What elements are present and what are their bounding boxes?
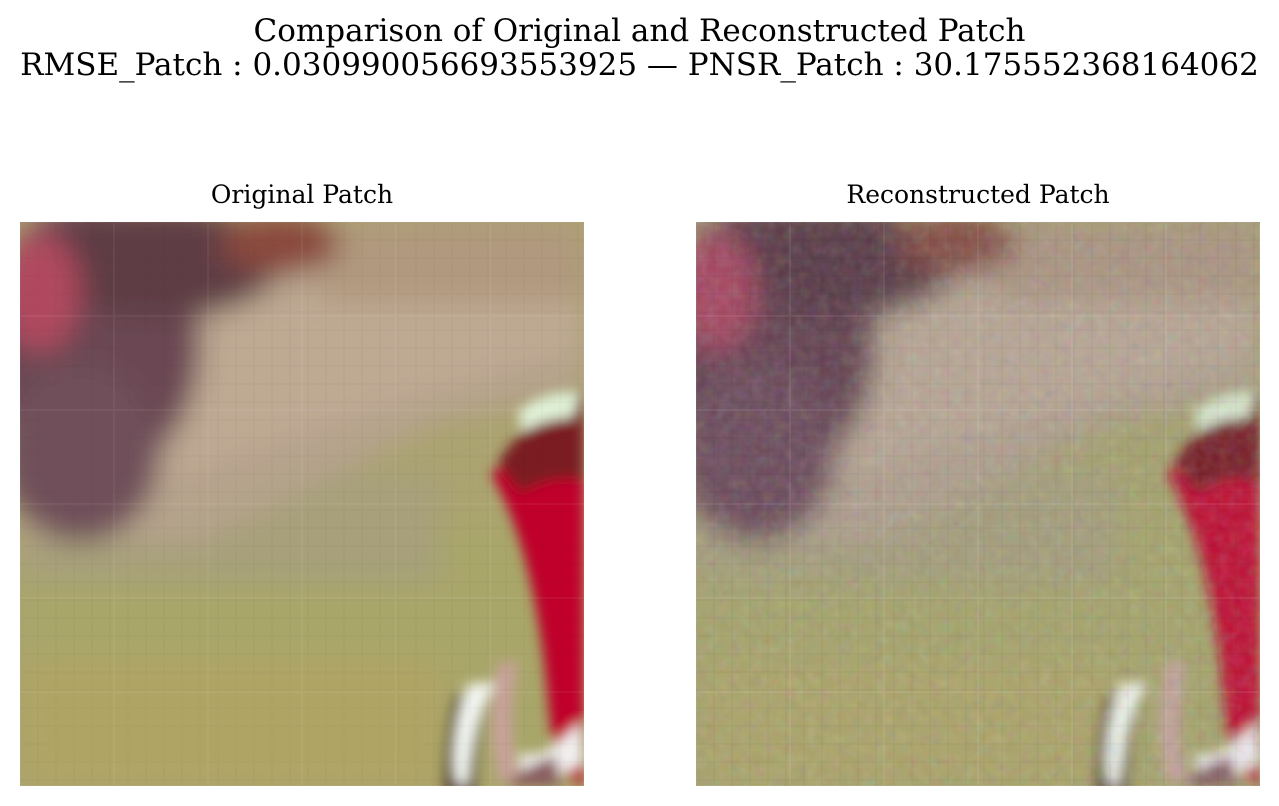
reconstructed-panel: Reconstructed Patch [696, 180, 1260, 786]
original-panel-title: Original Patch [210, 180, 394, 209]
reconstructed-panel-title: Reconstructed Patch [846, 180, 1110, 209]
figure-title: Comparison of Original and Reconstructed… [0, 14, 1279, 82]
figure-title-line-1: Comparison of Original and Reconstructed… [253, 13, 1026, 49]
reconstructed-patch-image [696, 222, 1260, 786]
original-panel: Original Patch [20, 180, 584, 786]
figure-metrics-line: RMSE_Patch : 0.030990056693553925 — PNSR… [20, 47, 1259, 83]
original-patch-image [20, 222, 584, 786]
